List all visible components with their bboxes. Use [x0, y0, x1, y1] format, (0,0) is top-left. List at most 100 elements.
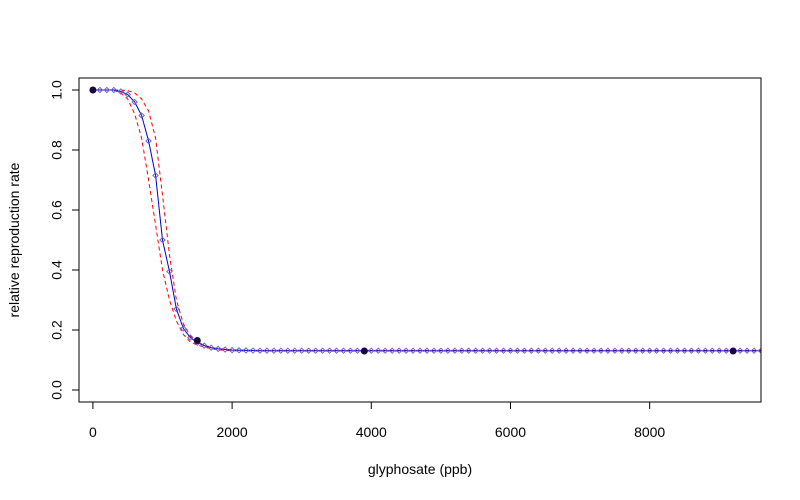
- y-axis-title: relative reproduction rate: [6, 162, 22, 317]
- y-tick-label: 0.2: [49, 320, 65, 340]
- fitted-curve-marker: [458, 347, 465, 354]
- series-layer: [89, 86, 761, 355]
- fitted-curve-marker: [528, 347, 535, 354]
- fitted-curve-marker: [639, 347, 646, 354]
- x-tick-label: 6000: [495, 424, 526, 440]
- fitted-curve-marker: [110, 86, 118, 94]
- fitted-curve-marker: [688, 347, 695, 354]
- fitted-curve-marker: [388, 347, 396, 354]
- fitted-curve-marker: [625, 347, 633, 354]
- fitted-curve-marker: [479, 347, 486, 354]
- fitted-curve-marker: [507, 347, 514, 354]
- fitted-curve-marker: [562, 347, 570, 354]
- fitted-curve-marker: [743, 347, 751, 354]
- fitted-curve-marker: [437, 347, 445, 354]
- y-tick-label: 0.6: [49, 200, 65, 220]
- fitted-curve-marker: [333, 347, 340, 354]
- fitted-curve-marker: [138, 112, 145, 119]
- fitted-curve-marker: [716, 347, 723, 354]
- fitted-curve-marker: [145, 137, 152, 145]
- observed-data-point: [193, 337, 201, 344]
- fitted-curve-line: [92, 89, 761, 352]
- y-tick-label: 1.0: [49, 80, 65, 100]
- fitted-curve-marker: [402, 347, 410, 354]
- y-tick-label: 0.8: [49, 140, 65, 160]
- fitted-curve-marker: [416, 347, 424, 354]
- fitted-curve-marker: [722, 347, 730, 354]
- fitted-curve-marker: [235, 347, 243, 354]
- fitted-curve-marker: [117, 88, 124, 95]
- fitted-curve-marker: [423, 347, 431, 354]
- fitted-curve-marker: [381, 347, 389, 354]
- fitted-curve-marker: [180, 325, 187, 332]
- observed-data-point: [89, 86, 97, 94]
- fitted-curve-marker: [486, 347, 493, 354]
- fitted-curve-marker: [646, 347, 653, 354]
- fitted-curve-marker: [249, 347, 257, 354]
- fitted-curve-marker: [298, 347, 305, 354]
- fitted-curve-marker: [228, 346, 236, 354]
- fitted-curve-marker: [305, 347, 312, 354]
- fitted-curve-marker: [256, 347, 264, 354]
- y-tick-label: 0.0: [49, 380, 65, 400]
- fitted-curve-marker: [354, 347, 361, 354]
- fitted-curve-marker: [409, 347, 417, 354]
- fitted-curve-marker: [173, 305, 180, 313]
- fitted-curve-marker: [319, 347, 326, 354]
- fitted-curve-marker: [660, 347, 667, 354]
- fitted-curve-marker: [166, 268, 173, 275]
- fitted-curve-marker: [347, 347, 354, 354]
- fitted-curve-marker: [472, 347, 479, 354]
- fitted-curve-marker: [695, 347, 702, 354]
- fitted-curve-marker: [681, 347, 688, 354]
- fitted-curve-marker: [542, 347, 549, 354]
- fitted-curve-marker: [263, 347, 271, 354]
- fitted-curve-marker: [604, 347, 612, 354]
- fitted-curve-marker: [103, 86, 111, 94]
- fitted-curve-marker: [340, 347, 347, 354]
- fitted-curve-marker: [159, 236, 166, 244]
- observed-data-point: [729, 347, 737, 355]
- fitted-curve-marker: [465, 347, 472, 354]
- fitted-curve-marker: [750, 347, 758, 354]
- fitted-curve-marker: [201, 342, 208, 349]
- y-tick-label: 0.4: [49, 260, 65, 280]
- x-tick-label: 2000: [217, 424, 248, 440]
- fitted-curve-marker: [576, 347, 584, 354]
- fitted-curve-marker: [667, 347, 674, 354]
- fitted-curve-marker: [131, 98, 138, 106]
- fitted-curve-marker: [555, 347, 563, 354]
- fitted-curve-marker: [548, 347, 556, 354]
- fitted-curve-marker: [590, 347, 598, 354]
- fitted-curve-marker: [395, 347, 403, 354]
- fitted-curve-marker: [597, 347, 605, 354]
- fitted-curve-marker: [583, 347, 591, 354]
- x-axis-title: glyphosate (ppb): [368, 461, 472, 477]
- fitted-curve-marker: [702, 347, 709, 354]
- fitted-curve-marker: [757, 347, 761, 354]
- fitted-curve-marker: [277, 347, 285, 354]
- fitted-curve-marker: [514, 347, 521, 354]
- fitted-curve-marker: [632, 347, 639, 354]
- fitted-curve-marker: [284, 347, 292, 354]
- confidence-band-upper: [92, 89, 761, 351]
- fitted-curve-marker: [569, 347, 577, 354]
- fitted-curve-marker: [618, 347, 626, 354]
- fitted-curve-marker: [709, 347, 716, 354]
- fitted-curve-marker: [430, 347, 438, 354]
- fitted-curve-marker: [242, 347, 250, 354]
- fitted-curve-marker: [451, 347, 459, 354]
- fitted-curve-marker: [500, 347, 507, 354]
- x-tick-label: 8000: [634, 424, 665, 440]
- fitted-curve-marker: [221, 346, 229, 353]
- fitted-curve-marker: [368, 347, 375, 354]
- fitted-curve-marker: [535, 347, 542, 354]
- fitted-curve-marker: [674, 347, 681, 354]
- fitted-curve-marker: [493, 347, 500, 354]
- observed-data-point: [360, 347, 368, 355]
- fitted-curve-marker: [291, 347, 298, 354]
- fitted-curve-marker: [326, 347, 333, 354]
- fitted-curve-marker: [611, 347, 619, 354]
